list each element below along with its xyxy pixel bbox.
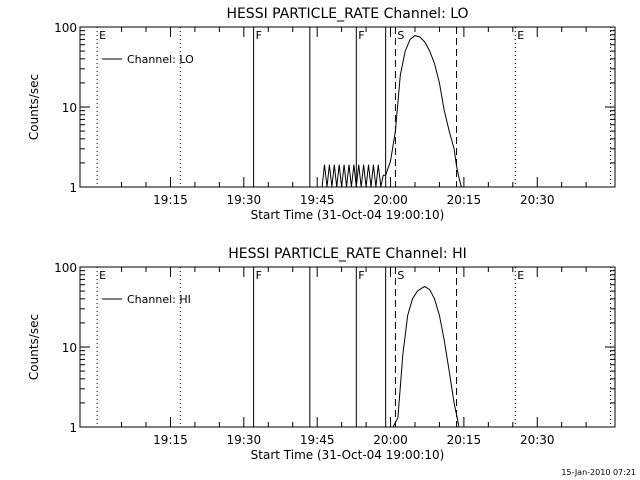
y-tick-label: 10 bbox=[62, 101, 77, 115]
x-tick-label: 19:30 bbox=[227, 193, 262, 207]
event-marker-label: F bbox=[256, 29, 262, 42]
x-tick-label: 20:30 bbox=[520, 193, 555, 207]
x-tick-label: 19:15 bbox=[153, 193, 188, 207]
series-line bbox=[97, 35, 611, 188]
y-axis-label: Counts/sec bbox=[27, 74, 41, 140]
event-marker-label: F bbox=[358, 269, 364, 282]
x-tick-label: 20:00 bbox=[373, 193, 408, 207]
event-marker-label: S bbox=[397, 269, 404, 282]
event-marker-label: S bbox=[397, 29, 404, 42]
y-tick-label: 1 bbox=[69, 421, 77, 435]
plot-frame bbox=[79, 26, 616, 188]
hi-channel-chart: HESSI PARTICLE_RATE Channel: HI 1 10 100 19:… bbox=[27, 246, 616, 462]
legend-label: Channel: LO bbox=[127, 53, 194, 66]
plot-frame bbox=[79, 266, 616, 428]
x-tick-label: 20:15 bbox=[447, 433, 482, 447]
x-tick-label: 20:00 bbox=[373, 433, 408, 447]
x-tick-label: 19:30 bbox=[227, 433, 262, 447]
x-tick-label: 19:15 bbox=[153, 433, 188, 447]
lo-channel-chart: HESSI PARTICLE_RATE Channel: LO 1 10 100 19:… bbox=[27, 6, 616, 222]
event-marker-label: F bbox=[358, 29, 364, 42]
event-marker-label: E bbox=[99, 269, 106, 282]
event-marker-label: E bbox=[517, 269, 524, 282]
y-tick-label: 100 bbox=[54, 21, 77, 35]
y-axis-label: Counts/sec bbox=[27, 314, 41, 380]
y-tick-label: 100 bbox=[54, 261, 77, 275]
y-tick-label: 1 bbox=[69, 181, 77, 195]
chart-title: HESSI PARTICLE_RATE Channel: LO bbox=[226, 6, 468, 22]
event-marker-label: F bbox=[256, 269, 262, 282]
x-axis-label: Start Time (31-Oct-04 19:00:10) bbox=[251, 448, 445, 462]
x-axis-label: Start Time (31-Oct-04 19:00:10) bbox=[251, 208, 445, 222]
x-tick-label: 19:45 bbox=[300, 433, 335, 447]
series-line bbox=[97, 285, 611, 428]
x-tick-label: 19:45 bbox=[300, 193, 335, 207]
chart-title: HESSI PARTICLE_RATE Channel: HI bbox=[228, 246, 466, 262]
event-marker-label: E bbox=[517, 29, 524, 42]
x-tick-label: 20:30 bbox=[520, 433, 555, 447]
legend-label: Channel: HI bbox=[127, 293, 191, 306]
event-marker-label: E bbox=[99, 29, 106, 42]
y-tick-label: 10 bbox=[62, 341, 77, 355]
x-tick-label: 20:15 bbox=[447, 193, 482, 207]
footer-timestamp: 15-Jan-2010 07:21 bbox=[561, 468, 636, 477]
